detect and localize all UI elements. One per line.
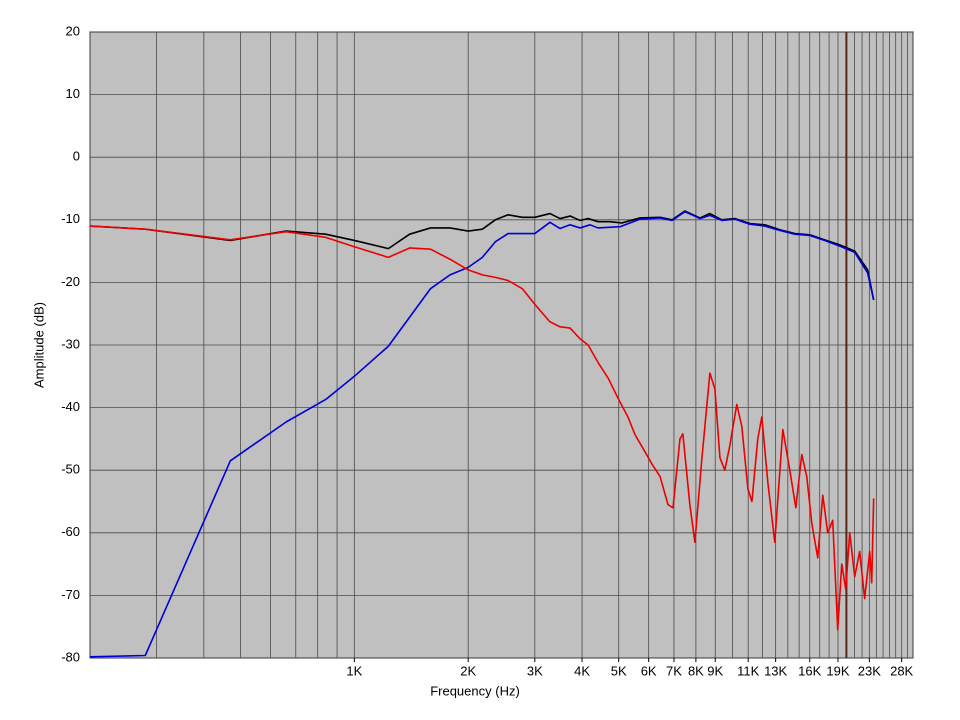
x-tick-label: 13K xyxy=(764,663,787,678)
x-tick-label: 4K xyxy=(574,663,590,678)
x-tick-label: 23K xyxy=(858,663,881,678)
series-line xyxy=(89,210,875,658)
y-tick-label: -10 xyxy=(61,211,80,226)
x-tick-label: 19K xyxy=(826,663,849,678)
x-tick-label: 5K xyxy=(611,663,627,678)
y-tick-label: -80 xyxy=(61,649,80,664)
y-tick-label: 10 xyxy=(66,86,80,101)
y-tick-label: 20 xyxy=(66,23,80,38)
x-tick-label: 3K xyxy=(527,663,543,678)
x-tick-label: 9K xyxy=(707,663,723,678)
x-tick-label: 7K xyxy=(666,663,682,678)
y-tick-label: -60 xyxy=(61,524,80,539)
x-tick-label: 8K xyxy=(688,663,704,678)
y-tick-label: -70 xyxy=(61,587,80,602)
x-tick-label: 16K xyxy=(798,663,821,678)
series-line xyxy=(89,225,875,631)
x-tick-label: 6K xyxy=(641,663,657,678)
y-tick-label: -30 xyxy=(61,336,80,351)
x-axis-label: Frequency (Hz) xyxy=(430,683,520,698)
x-tick-label: 1K xyxy=(346,663,362,678)
y-tick-label: -40 xyxy=(61,399,80,414)
x-tick-label: 2K xyxy=(460,663,476,678)
y-tick-label: 0 xyxy=(73,149,80,164)
y-axis-label: Amplitude (dB) xyxy=(31,302,46,388)
x-tick-label: 28K xyxy=(890,663,913,678)
x-tick-label: 11K xyxy=(737,663,759,678)
y-tick-label: -50 xyxy=(61,462,80,477)
y-tick-label: -20 xyxy=(61,274,80,289)
